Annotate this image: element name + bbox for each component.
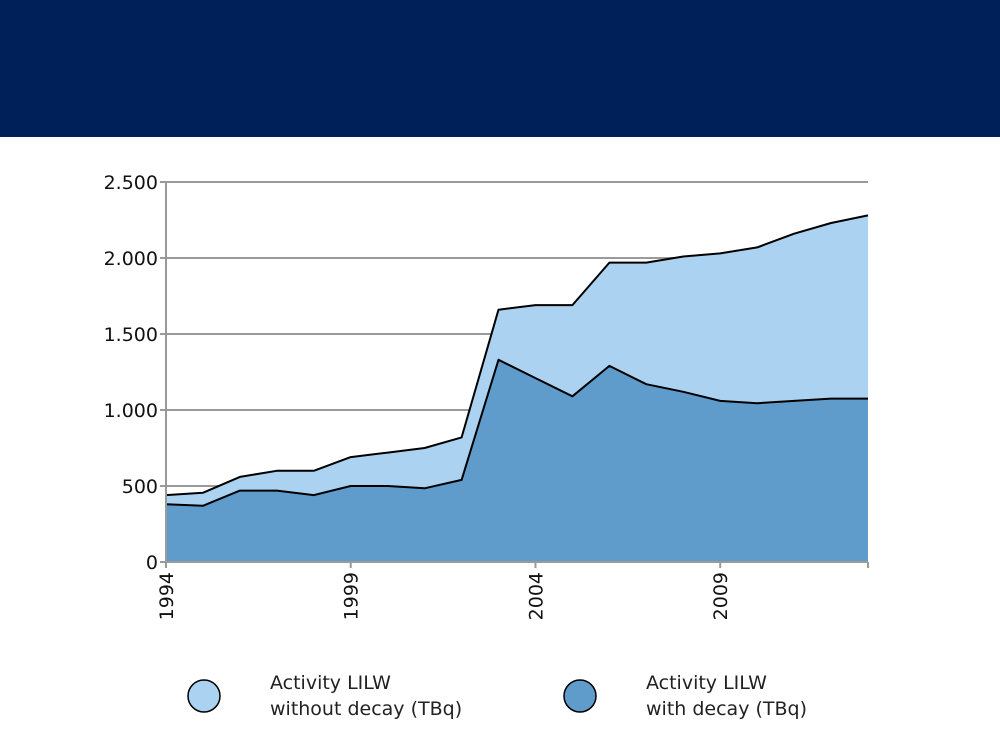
x-tick-label-2009: 2009 (710, 572, 732, 620)
legend-label-2-line-2: with decay (TBq) (646, 698, 807, 720)
series-area-2 (166, 359, 868, 562)
x-tick-label-1994: 1994 (156, 572, 178, 620)
y-tick-label-2500: 2.500 (104, 172, 158, 194)
legend-marker-2 (563, 679, 597, 713)
x-tick-label-2004: 2004 (525, 572, 547, 620)
legend-label-2-line-1: Activity LILW (646, 672, 767, 694)
series-line-1 (165, 214, 869, 497)
y-tick-label-0: 0 (146, 552, 158, 574)
legend-marker-1 (187, 679, 221, 713)
y-tick-label-500: 500 (122, 476, 158, 498)
header-band (0, 0, 1000, 137)
legend-label-1-line-1: Activity LILW (270, 672, 391, 694)
y-tick-label-1000: 1.000 (104, 400, 158, 422)
x-tick-labels: 1994 1999 2004 2009 (156, 572, 732, 620)
x-tick-label-1999: 1999 (341, 572, 363, 620)
y-tick-labels: 0 500 1.000 1.500 2.000 2.500 (104, 172, 158, 574)
legend: Activity LILW without decay (TBq) Activity… (187, 672, 807, 720)
y-tick-label-2000: 2.000 (104, 248, 158, 270)
series-line-2 (165, 358, 868, 507)
axes (160, 181, 869, 568)
legend-label-1-line-2: without decay (TBq) (270, 698, 462, 720)
y-tick-label-1500: 1.500 (104, 324, 158, 346)
series-areas (165, 214, 869, 562)
